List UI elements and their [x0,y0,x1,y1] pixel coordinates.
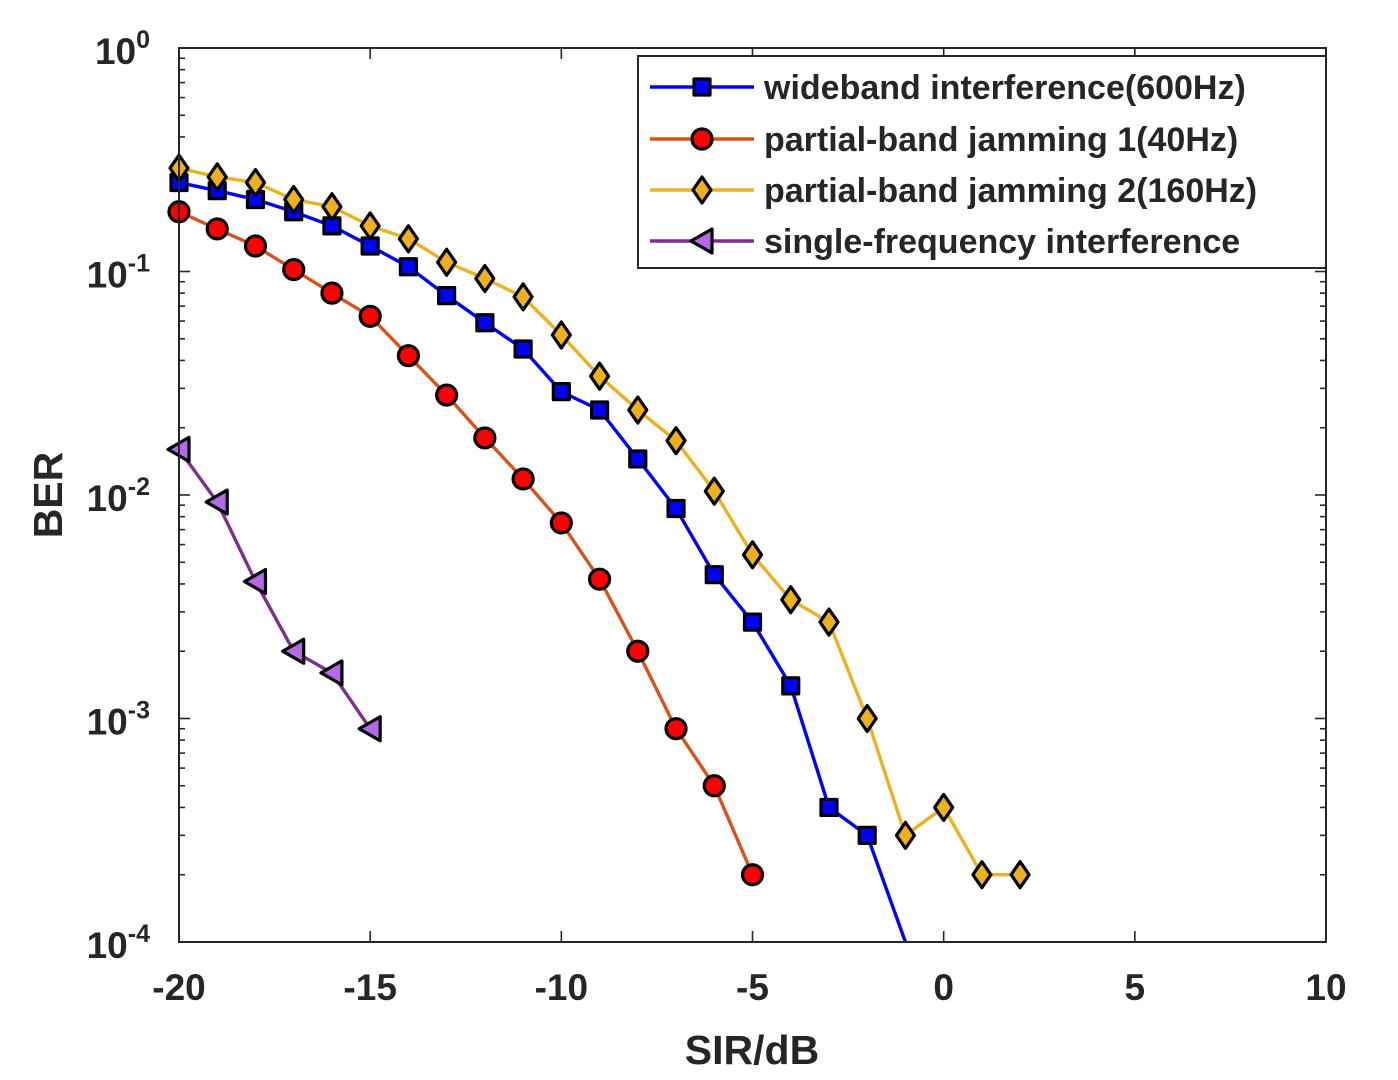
data-point-series-1 [435,383,459,407]
data-point-series-0 [628,449,648,469]
data-point-series-2 [436,247,458,277]
y-axis-label: BER [25,452,71,539]
series-line-1 [179,210,755,876]
data-point-series-1 [473,426,497,450]
data-point-series-1 [358,304,382,328]
y-tick-label: 10-2 [87,473,150,519]
data-point-series-1 [396,344,420,368]
data-point-series-0 [589,400,610,420]
data-point-series-2 [359,211,381,241]
legend-box [637,55,1327,269]
data-point-series-1 [511,467,535,491]
data-point-series-3 [204,488,229,516]
data-point-series-2 [741,540,764,570]
data-point-series-2 [856,703,878,734]
x-tick-label: -15 [343,967,396,1008]
x-tick-labels: -20 -15 -10 -5 0 5 10 [152,967,1346,1008]
y-tick-label: 100 [95,26,150,72]
data-point-series-2 [894,820,917,850]
legend-marker-2 [691,175,713,205]
data-point-series-0 [475,313,495,333]
x-tick-label: -5 [736,967,769,1008]
data-point-series-0 [513,339,533,359]
x-tick-label: 0 [933,967,954,1008]
legend-label-3: single-frequency interference [764,223,1240,261]
data-point-series-2 [665,426,687,456]
data-point-series-0 [437,286,457,306]
data-point-series-1 [282,257,306,282]
data-point-series-2 [818,607,840,637]
data-point-series-0 [742,612,763,632]
plot-frame [178,47,1327,943]
data-point-series-0 [551,382,571,402]
data-point-series-0 [819,797,839,818]
data-point-series-2 [512,282,534,312]
legend-label-2: partial-band jamming 2(160Hz) [764,172,1257,210]
data-point-series-3 [357,715,382,743]
x-axis-label: SIR/dB [685,1027,819,1073]
data-point-series-1 [243,234,268,258]
data-point-series-1 [702,774,726,798]
data-point-series-1 [549,511,573,535]
data-point-series-2 [588,361,611,391]
y-tick-label: 10-3 [87,697,150,743]
legend-label-1: partial-band jamming 1(40Hz) [764,121,1238,159]
x-tick-label: 5 [1125,967,1146,1008]
data-point-series-2 [321,192,343,222]
y-tick-label: 10-4 [87,920,150,966]
data-point-series-0 [704,565,724,585]
data-point-series-2 [627,395,649,425]
data-point-series-2 [474,263,496,294]
legend: wideband interference(600Hz) partial-band… [637,55,1327,269]
x-tick-label: -10 [535,967,588,1008]
y-tick-label: 10-1 [87,250,150,296]
data-point-series-0 [666,498,686,519]
data-point-series-2 [550,320,572,350]
data-point-series-2 [1009,860,1031,890]
data-point-series-1 [664,717,688,741]
data-point-series-3 [319,659,344,687]
data-point-series-3 [242,567,268,596]
data-point-series-1 [587,567,612,591]
data-point-series-2 [244,167,267,198]
x-tick-label: -20 [152,967,205,1008]
data-point-series-2 [971,860,993,890]
data-point-series-2 [703,476,725,506]
data-point-series-2 [283,184,305,215]
data-point-series-1 [205,217,229,241]
y-tick-labels: 10-4 10-3 10-2 10-1 100 [87,26,150,966]
series-markers [166,153,1031,890]
data-point-series-0 [781,676,801,696]
legend-marker-0 [692,77,712,97]
data-point-series-1 [740,863,765,887]
data-point-series-0 [398,257,418,277]
data-point-series-2 [206,162,228,192]
data-point-series-0 [857,825,877,845]
data-point-series-1 [626,639,650,663]
data-point-series-2 [933,792,955,823]
legend-marker-1 [690,127,714,151]
x-tick-label: 10 [1305,967,1346,1008]
data-point-series-2 [397,224,419,254]
data-point-series-2 [780,585,802,615]
legend-marker-3 [689,227,714,255]
legend-label-0: wideband interference(600Hz) [763,69,1246,107]
data-point-series-1 [320,281,344,305]
data-point-series-3 [281,637,306,665]
